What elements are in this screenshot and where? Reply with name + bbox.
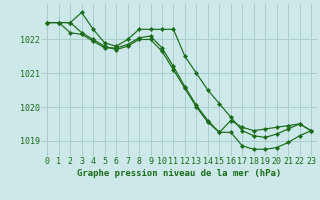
X-axis label: Graphe pression niveau de la mer (hPa): Graphe pression niveau de la mer (hPa) <box>77 169 281 178</box>
